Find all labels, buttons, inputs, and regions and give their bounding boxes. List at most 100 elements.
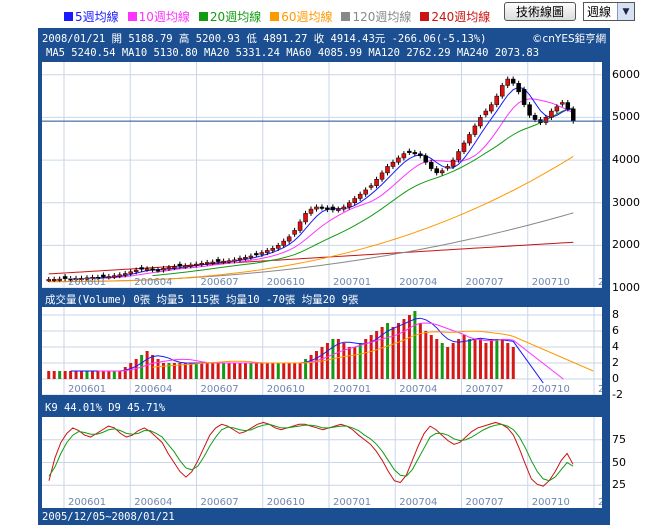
candle-body bbox=[128, 271, 133, 274]
candle-body bbox=[346, 202, 352, 208]
candle-body bbox=[161, 268, 166, 271]
candle-body bbox=[516, 83, 521, 93]
volume-bar bbox=[418, 323, 422, 379]
candle-body bbox=[434, 168, 439, 174]
legend-swatch bbox=[341, 11, 351, 21]
candle-body bbox=[199, 263, 204, 266]
candle-body bbox=[177, 263, 183, 267]
legend-label: 120週均線 bbox=[352, 9, 412, 24]
volume-bar bbox=[347, 347, 351, 379]
candle-body bbox=[226, 260, 232, 263]
x-tick-label: 200707 bbox=[466, 277, 504, 288]
candle-body bbox=[494, 95, 500, 105]
x-tick-label: 200601 bbox=[68, 277, 106, 288]
candle-body bbox=[292, 230, 297, 235]
volume-bar bbox=[74, 371, 78, 379]
x-tick-label: 200604 bbox=[134, 277, 172, 288]
candle-body bbox=[194, 263, 199, 266]
candle-body bbox=[303, 213, 308, 223]
volume-bar bbox=[47, 371, 51, 379]
legend-swatch bbox=[64, 11, 73, 21]
volume-bar bbox=[58, 371, 62, 379]
volume-bar bbox=[233, 363, 237, 379]
date-range: 2005/12/05~2008/01/21 bbox=[42, 511, 175, 523]
candle-body bbox=[385, 166, 390, 174]
candle-body bbox=[79, 277, 84, 280]
volume-bar bbox=[183, 363, 187, 379]
ma-legend: 5週均線 10週均線 20週均線 60週均線 120週均線 240週均線 bbox=[64, 6, 499, 26]
candle-body bbox=[330, 206, 336, 211]
volume-axis-label: 6 bbox=[612, 324, 619, 337]
candle-body bbox=[439, 170, 445, 174]
volume-bar bbox=[336, 339, 340, 379]
volume-bar bbox=[69, 371, 73, 379]
x-tick-label: 200710 bbox=[532, 497, 570, 508]
x-tick-label: 200801 bbox=[598, 497, 602, 508]
volume-bar bbox=[391, 327, 395, 379]
volume-bar bbox=[260, 363, 264, 379]
x-tick-label: 200601 bbox=[68, 497, 106, 508]
k9-line bbox=[48, 421, 574, 487]
candle-body bbox=[357, 193, 363, 199]
volume-bar bbox=[205, 363, 209, 379]
volume-bar bbox=[276, 363, 280, 379]
x-tick-label: 200801 bbox=[598, 277, 602, 288]
volume-bar bbox=[484, 343, 488, 379]
candle-body bbox=[188, 264, 194, 267]
volume-bar bbox=[397, 323, 400, 379]
candle-body bbox=[549, 110, 554, 118]
candle-body bbox=[275, 245, 281, 249]
legend-label: 60週均線 bbox=[281, 9, 333, 24]
volume-bar bbox=[435, 339, 439, 379]
volume-bar bbox=[222, 363, 226, 379]
legend-swatch bbox=[127, 11, 137, 21]
legend-swatch bbox=[420, 11, 430, 21]
volume-bar bbox=[265, 363, 269, 379]
candle-body bbox=[51, 279, 57, 282]
candle-body bbox=[571, 108, 576, 122]
volume-bar bbox=[473, 339, 477, 379]
ma60-line bbox=[48, 155, 574, 283]
ma20-line bbox=[152, 107, 574, 277]
x-tick-label: 200604 bbox=[134, 384, 172, 395]
period-select[interactable]: 週線 ▼ bbox=[583, 2, 635, 21]
volume-bar bbox=[293, 363, 297, 379]
candle-body bbox=[254, 253, 259, 256]
volume-axis-label: -2 bbox=[612, 388, 623, 401]
technical-chart-button[interactable]: 技術線圖 bbox=[504, 2, 576, 21]
volume-bar bbox=[451, 343, 455, 379]
x-tick-label: 200710 bbox=[532, 384, 570, 395]
candle-body bbox=[390, 161, 396, 167]
legend-swatch bbox=[198, 11, 208, 21]
candle-body bbox=[297, 221, 303, 231]
volume-bar bbox=[320, 347, 324, 379]
price-axis-label: 2000 bbox=[612, 238, 640, 252]
period-select-value: 週線 bbox=[587, 5, 612, 19]
volume-bar bbox=[123, 367, 127, 379]
volume-bar bbox=[287, 363, 291, 379]
volume-bar bbox=[80, 371, 84, 379]
volume-bar bbox=[156, 359, 160, 379]
volume-bar bbox=[112, 371, 116, 379]
candle-body bbox=[445, 166, 450, 169]
volume-bar bbox=[167, 363, 171, 379]
candle-body bbox=[150, 268, 155, 271]
volume-bar bbox=[304, 359, 308, 379]
candle-body bbox=[428, 161, 434, 169]
candle-body bbox=[456, 151, 461, 161]
legend-label: 5週均線 bbox=[75, 9, 119, 24]
volume-bar bbox=[364, 339, 368, 379]
volume-bar bbox=[52, 371, 56, 379]
candle-body bbox=[543, 117, 549, 123]
legend-swatch bbox=[270, 11, 280, 21]
candle-body bbox=[461, 142, 467, 152]
candle-body bbox=[172, 266, 177, 269]
candle-body bbox=[489, 104, 494, 112]
quote-line: 2008/01/21 開 5188.79 高 5200.93 低 4891.27… bbox=[42, 33, 487, 45]
kd-axis-label: 25 bbox=[612, 478, 626, 492]
chevron-down-icon[interactable]: ▼ bbox=[617, 3, 634, 20]
legend-item: 60週均線 bbox=[270, 8, 332, 25]
candle-body bbox=[505, 78, 510, 86]
volume-bar bbox=[369, 335, 373, 379]
candle-body bbox=[483, 110, 489, 116]
